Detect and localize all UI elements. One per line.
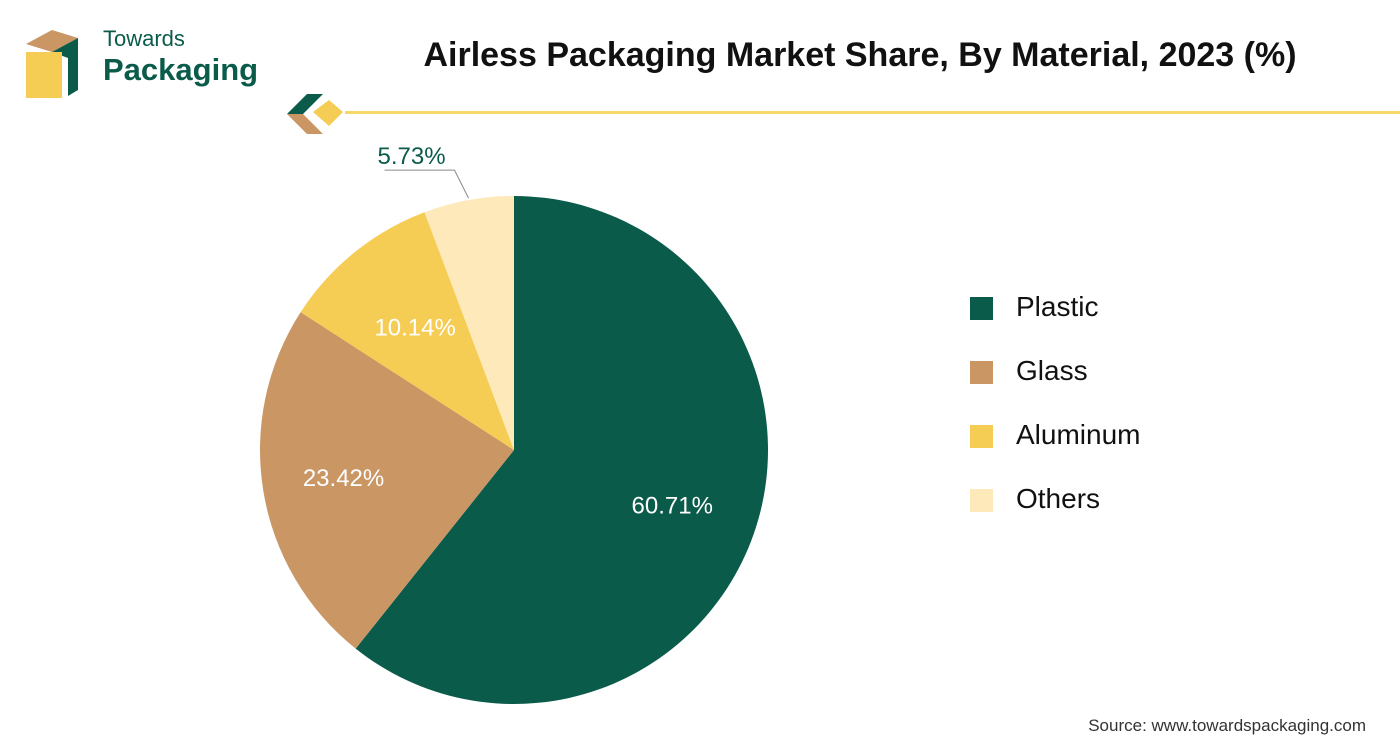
- legend-label: Others: [1016, 483, 1101, 514]
- legend-swatch: [970, 361, 993, 384]
- data-label-glass: 23.42%: [303, 465, 384, 492]
- legend-label: Glass: [1016, 355, 1088, 386]
- brand-logo: Towards Packaging: [20, 26, 290, 106]
- leader-line-others: [384, 169, 469, 199]
- source-text: Source: www.towardspackaging.com: [1088, 716, 1366, 735]
- legend-swatch: [970, 489, 993, 512]
- legend-label: Aluminum: [1016, 419, 1141, 450]
- data-label-plastic: 60.71%: [632, 492, 713, 519]
- pie-slice-aluminum: [300, 212, 514, 450]
- legend-label: Plastic: [1016, 291, 1099, 322]
- divider-line: [345, 111, 1400, 114]
- data-label-aluminum: 10.14%: [374, 314, 455, 341]
- box-logo-icon: [26, 30, 78, 98]
- pie-slice-plastic: [355, 196, 768, 704]
- legend-swatch: [970, 425, 993, 448]
- logo-text-packaging: Packaging: [103, 52, 259, 87]
- divider-diamond-icon: [287, 94, 343, 134]
- chart-title: Airless Packaging Market Share, By Mater…: [423, 36, 1297, 74]
- legend-swatch: [970, 297, 993, 320]
- data-label-others: 5.73%: [377, 143, 445, 170]
- pie-slice-glass: [260, 312, 514, 649]
- logo-text-towards: Towards: [103, 26, 185, 51]
- pie-slice-others: [424, 196, 514, 450]
